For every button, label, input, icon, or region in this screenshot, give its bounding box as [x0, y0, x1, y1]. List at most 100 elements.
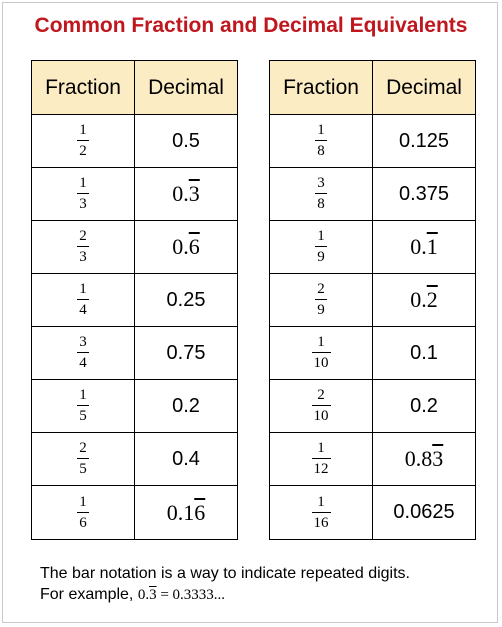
fraction-cell: 1 16: [269, 485, 373, 540]
numerator: 1: [311, 494, 331, 513]
numerator: 1: [77, 494, 89, 513]
decimal-digits: 0.0625: [393, 501, 455, 523]
denominator: 10: [313, 408, 329, 424]
decimal-value: 0.2: [172, 395, 200, 417]
note-example: 0.3 = 0.3333...: [138, 587, 225, 603]
denominator: 3: [79, 196, 87, 212]
denominator: 4: [79, 302, 87, 318]
decimal-value: 0.2: [410, 395, 438, 417]
fraction-table-left: Fraction Decimal 1 2 0.5 1 3 0.3 2 3 0.6 1 4 0.25 3 4…: [31, 60, 238, 540]
fraction: 1 16: [311, 494, 331, 531]
numerator: 1: [315, 123, 327, 141]
decimal-digits: 0.: [410, 287, 427, 312]
decimal-digits: 0.: [410, 234, 427, 259]
fraction-cell: 2 10: [269, 379, 373, 433]
decimal-digits: 0.: [172, 234, 189, 259]
decimal-cell: 0.2: [372, 379, 476, 433]
table-row: 1 4 0.25: [31, 273, 238, 327]
repeating-digit: 3: [188, 181, 200, 206]
table-row: 1 10 0.1: [269, 326, 476, 380]
decimal-cell: 0.5: [134, 114, 238, 168]
decimal-cell: 0.2: [134, 379, 238, 433]
decimal-cell: 0.16: [134, 485, 238, 540]
table-row: 2 9 0.2: [269, 273, 476, 327]
decimal-digits: 0.5: [172, 129, 200, 152]
repeating-digit: 3: [432, 446, 444, 471]
decimal-cell: 0.3: [134, 167, 238, 221]
decimal-value: 0.1: [410, 234, 438, 259]
decimal-digits: 0.25: [166, 288, 206, 311]
bar-notation-note: The bar notation is a way to indicate re…: [40, 563, 410, 606]
page-frame: [2, 2, 498, 623]
decimal-value: 0.16: [167, 500, 206, 525]
repeating-digit: 6: [194, 499, 206, 525]
table-row: 2 3 0.6: [31, 220, 238, 274]
example-rest: = 0.3333...: [156, 587, 226, 603]
column-header-fraction: Fraction: [269, 60, 373, 115]
numerator: 1: [77, 388, 89, 406]
note-line-1: The bar notation is a way to indicate re…: [40, 565, 410, 582]
numerator: 1: [311, 441, 331, 459]
note-line-2: For example, 0.3 = 0.3333...: [40, 584, 410, 606]
table-row: 3 4 0.75: [31, 326, 238, 380]
decimal-digits: 0.75: [166, 341, 206, 364]
denominator: 5: [79, 408, 87, 424]
fraction-table-right: Fraction Decimal 1 8 0.125 3 8 0.375 1 9 0.1 2 9 0.…: [269, 60, 476, 540]
decimal-cell: 0.2: [372, 273, 476, 327]
example-repeating-digit: 3: [149, 587, 157, 603]
table-row: 1 6 0.16: [31, 485, 238, 540]
numerator: 1: [77, 176, 89, 194]
decimal-digits: 0.4: [172, 447, 200, 470]
fraction: 1 10: [311, 335, 331, 371]
table-row: 3 8 0.375: [269, 167, 476, 221]
numerator: 3: [315, 176, 327, 194]
decimal-value: 0.25: [167, 289, 206, 311]
page-title: Common Fraction and Decimal Equivalents: [34, 14, 468, 37]
repeating-digit: 2: [426, 287, 438, 312]
numerator: 1: [311, 335, 331, 353]
numerator: 2: [77, 229, 89, 247]
table-row: 1 5 0.2: [31, 379, 238, 433]
table-row: 1 8 0.125: [269, 114, 476, 168]
decimal-cell: 0.83: [372, 432, 476, 486]
denominator: 9: [317, 302, 325, 318]
decimal-value: 0.3: [172, 181, 200, 206]
denominator: 12: [313, 461, 329, 477]
repeating-digit: 6: [188, 234, 200, 259]
decimal-digits: 0.1: [410, 341, 438, 364]
numerator: 1: [77, 123, 89, 141]
numerator: 1: [77, 282, 89, 300]
table-row: 2 5 0.4: [31, 432, 238, 486]
column-header-decimal: Decimal: [372, 60, 476, 115]
decimal-value: 0.6: [172, 234, 200, 259]
numerator: 1: [315, 229, 327, 247]
column-header-fraction: Fraction: [31, 60, 135, 115]
decimal-value: 0.375: [399, 183, 449, 205]
table-row: 1 12 0.83: [269, 432, 476, 486]
decimal-cell: 0.1: [372, 326, 476, 380]
decimal-value: 0.2: [410, 287, 438, 312]
repeating-digit: 1: [426, 234, 438, 259]
denominator: 3: [79, 249, 87, 265]
table-row: 2 10 0.2: [269, 379, 476, 433]
decimal-digits: 0.1: [166, 499, 195, 525]
denominator: 2: [79, 143, 87, 159]
decimal-cell: 0.1: [372, 220, 476, 274]
denominator: 8: [317, 143, 325, 159]
